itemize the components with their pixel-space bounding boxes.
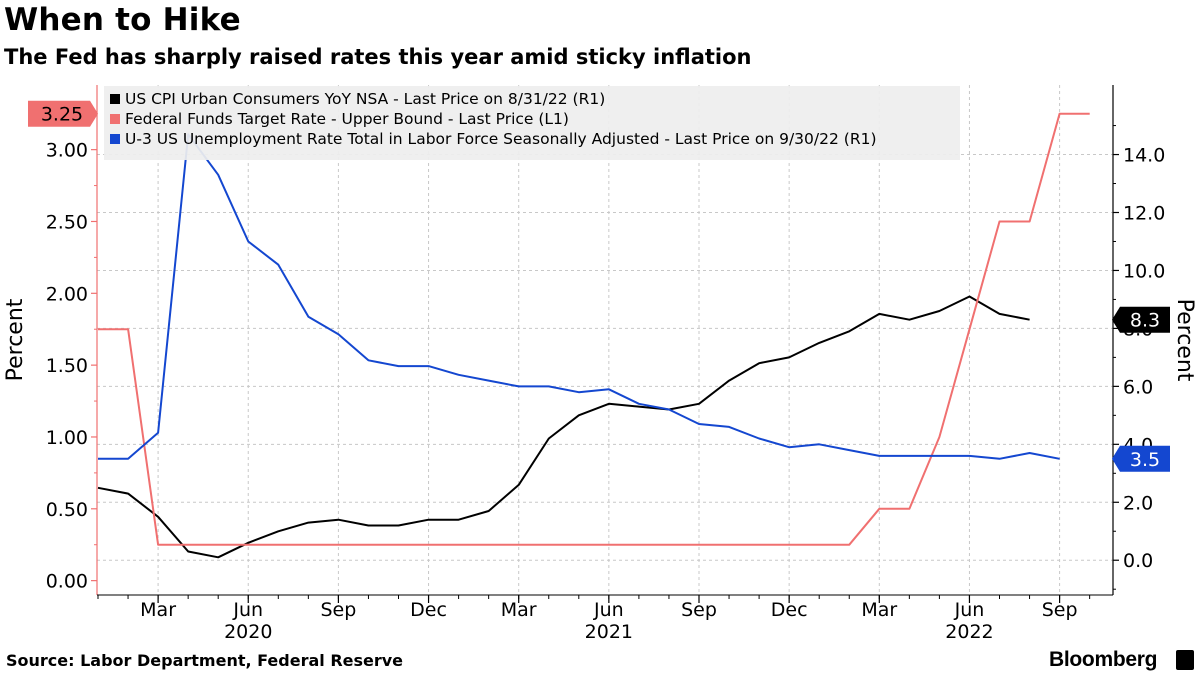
- right-axis-tick-label: 2.0: [1123, 492, 1153, 514]
- legend: US CPI Urban Consumers YoY NSA - Last Pr…: [104, 86, 960, 160]
- gridlines: [97, 85, 1113, 595]
- left-last-value-label: 3.25: [41, 104, 83, 126]
- right-last-value-label: 8.3: [1130, 310, 1160, 332]
- legend-swatch: [110, 94, 120, 104]
- x-axis-tick-label: Sep: [1042, 599, 1078, 621]
- right-axis-tick-label: 10.0: [1123, 260, 1165, 282]
- right-axis-tick-label: 14.0: [1123, 145, 1165, 167]
- legend-box: [104, 86, 960, 160]
- left-axis-tick-label: 2.50: [46, 211, 88, 233]
- series-line-3: [98, 133, 1060, 460]
- left-axis-tick-label: 3.00: [46, 140, 88, 162]
- line-chart: 3.00 2.50 2.00 1.50 1.00 0.50 0.00 Percent 14.0 1…: [3, 85, 1197, 640]
- series-lines: [97, 112, 1090, 559]
- x-axis-tick-label: Mar: [861, 599, 897, 621]
- chart-title: When to Hike: [4, 2, 241, 38]
- legend-swatch: [110, 114, 120, 124]
- x-axis-year-label: 2022: [945, 621, 993, 640]
- right-axis-tick-label: 0.0: [1123, 550, 1153, 572]
- left-axis-tick-label: 0.00: [46, 571, 88, 593]
- x-axis-year-label: 2021: [585, 621, 633, 640]
- x-axis-tick-label: Jun: [593, 599, 624, 621]
- legend-entry: U-3 US Unemployment Rate Total in Labor …: [125, 130, 877, 148]
- right-last-value-label: 3.5: [1130, 449, 1160, 471]
- left-axis-label: Percent: [3, 298, 28, 381]
- x-axis-tick-label: Jun: [954, 599, 985, 621]
- right-last-value-flag: [1112, 306, 1170, 333]
- right-last-value-flag: [1112, 445, 1170, 472]
- left-axis-tick-label: 1.50: [46, 355, 88, 377]
- series-line-2: [98, 112, 1090, 546]
- x-axis-tick-label: Dec: [771, 599, 808, 621]
- x-axis-tick-label: Mar: [140, 599, 176, 621]
- bloomberg-logo: Bloomberg: [1049, 648, 1158, 671]
- left-axis-tick-label: 2.00: [46, 283, 88, 305]
- x-axis-tick-label: Mar: [501, 599, 537, 621]
- axes: 3.00 2.50 2.00 1.50 1.00 0.50 0.00 Percent 14.0 1…: [3, 85, 1197, 640]
- legend-entry: Federal Funds Target Rate - Upper Bound …: [125, 110, 569, 128]
- right-axis-tick-label: 6.0: [1123, 376, 1153, 398]
- legend-swatch: [110, 134, 120, 144]
- chart-subtitle: The Fed has sharply raised rates this ye…: [4, 45, 752, 69]
- left-last-value-flag: [28, 100, 98, 127]
- x-axis-tick-label: Sep: [320, 599, 356, 621]
- left-axis-tick-label: 0.50: [46, 499, 88, 521]
- right-axis-tick-label: 12.0: [1123, 203, 1165, 225]
- x-axis-tick-label: Dec: [410, 599, 447, 621]
- legend-entry: US CPI Urban Consumers YoY NSA - Last Pr…: [125, 90, 605, 108]
- series-line-1: [97, 295, 1030, 559]
- source-note: Source: Labor Department, Federal Reserv…: [6, 651, 404, 670]
- last-value-flags: 8.3 3.25 3.5: [28, 100, 1170, 472]
- x-axis-tick-label: Jun: [232, 599, 263, 621]
- x-axis-year-label: 2020: [224, 621, 272, 640]
- right-axis-label: Percent: [1172, 299, 1197, 382]
- x-axis-tick-label: Sep: [681, 599, 717, 621]
- terminal-icon: [1176, 650, 1194, 670]
- left-axis-tick-label: 1.00: [46, 427, 88, 449]
